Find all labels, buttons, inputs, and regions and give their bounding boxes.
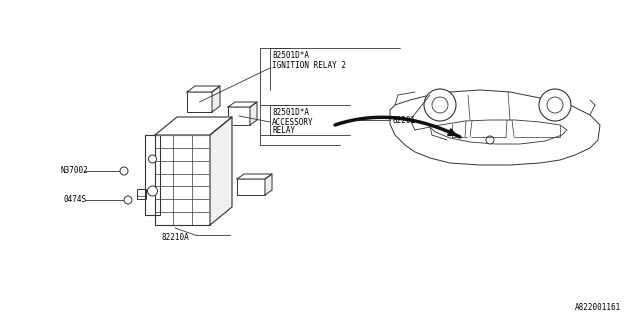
Polygon shape — [212, 86, 220, 112]
Polygon shape — [250, 102, 257, 125]
Bar — [145, 135, 160, 215]
Circle shape — [486, 136, 494, 144]
Circle shape — [120, 167, 128, 175]
Bar — [137, 189, 146, 199]
Polygon shape — [210, 117, 232, 225]
Bar — [237, 179, 265, 195]
Circle shape — [147, 186, 157, 196]
Polygon shape — [155, 117, 232, 135]
Circle shape — [424, 89, 456, 121]
Text: 0474S: 0474S — [63, 195, 86, 204]
Polygon shape — [187, 86, 220, 92]
Text: 82210A: 82210A — [161, 233, 189, 242]
Text: 82501D*A: 82501D*A — [272, 108, 309, 116]
Circle shape — [539, 89, 571, 121]
Text: RELAY: RELAY — [272, 125, 295, 134]
Text: 82501D*A: 82501D*A — [272, 51, 309, 60]
Text: IGNITION RELAY 2: IGNITION RELAY 2 — [272, 60, 346, 69]
Bar — [228, 107, 250, 125]
Circle shape — [432, 97, 448, 113]
Circle shape — [124, 196, 132, 204]
Polygon shape — [228, 102, 257, 107]
Bar — [187, 92, 212, 112]
Circle shape — [547, 97, 563, 113]
Bar — [155, 135, 210, 225]
Text: 82201: 82201 — [392, 116, 415, 124]
Text: A822001161: A822001161 — [575, 303, 621, 313]
Text: ACCESSORY: ACCESSORY — [272, 117, 314, 126]
Polygon shape — [265, 174, 272, 195]
Polygon shape — [237, 174, 272, 179]
Text: N37002: N37002 — [60, 165, 88, 174]
Circle shape — [148, 155, 157, 163]
